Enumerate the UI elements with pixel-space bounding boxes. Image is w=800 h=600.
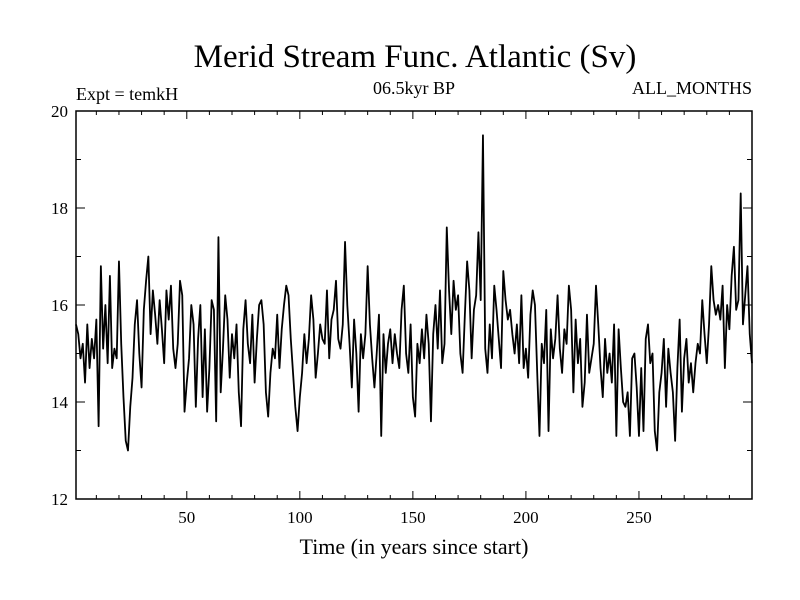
x-tick-label: 250 (626, 508, 652, 527)
series-line (75, 134, 753, 452)
x-axis-ticks: 50 100 150 200 250 (95, 111, 753, 527)
y-axis-ticks: 12 14 16 18 20 (51, 102, 752, 509)
series-layer (75, 134, 753, 452)
months-label: ALL_MONTHS (632, 78, 752, 98)
x-tick-label: 150 (400, 508, 426, 527)
x-tick-label: 100 (287, 508, 313, 527)
plot-frame (75, 110, 753, 500)
period-label: 06.5kyr BP (373, 78, 455, 98)
chart-title: Merid Stream Func. Atlantic (Sv) (194, 39, 637, 75)
y-tick-label: 18 (51, 199, 68, 218)
x-tick-label: 50 (178, 508, 195, 527)
y-tick-label: 16 (51, 296, 68, 315)
experiment-label: Expt = temkH (76, 84, 178, 104)
x-axis-label: Time (in years since start) (300, 534, 529, 559)
y-tick-label: 20 (51, 102, 68, 121)
y-tick-label: 14 (51, 393, 69, 412)
y-tick-label: 12 (51, 490, 68, 509)
x-tick-label: 200 (513, 508, 539, 527)
